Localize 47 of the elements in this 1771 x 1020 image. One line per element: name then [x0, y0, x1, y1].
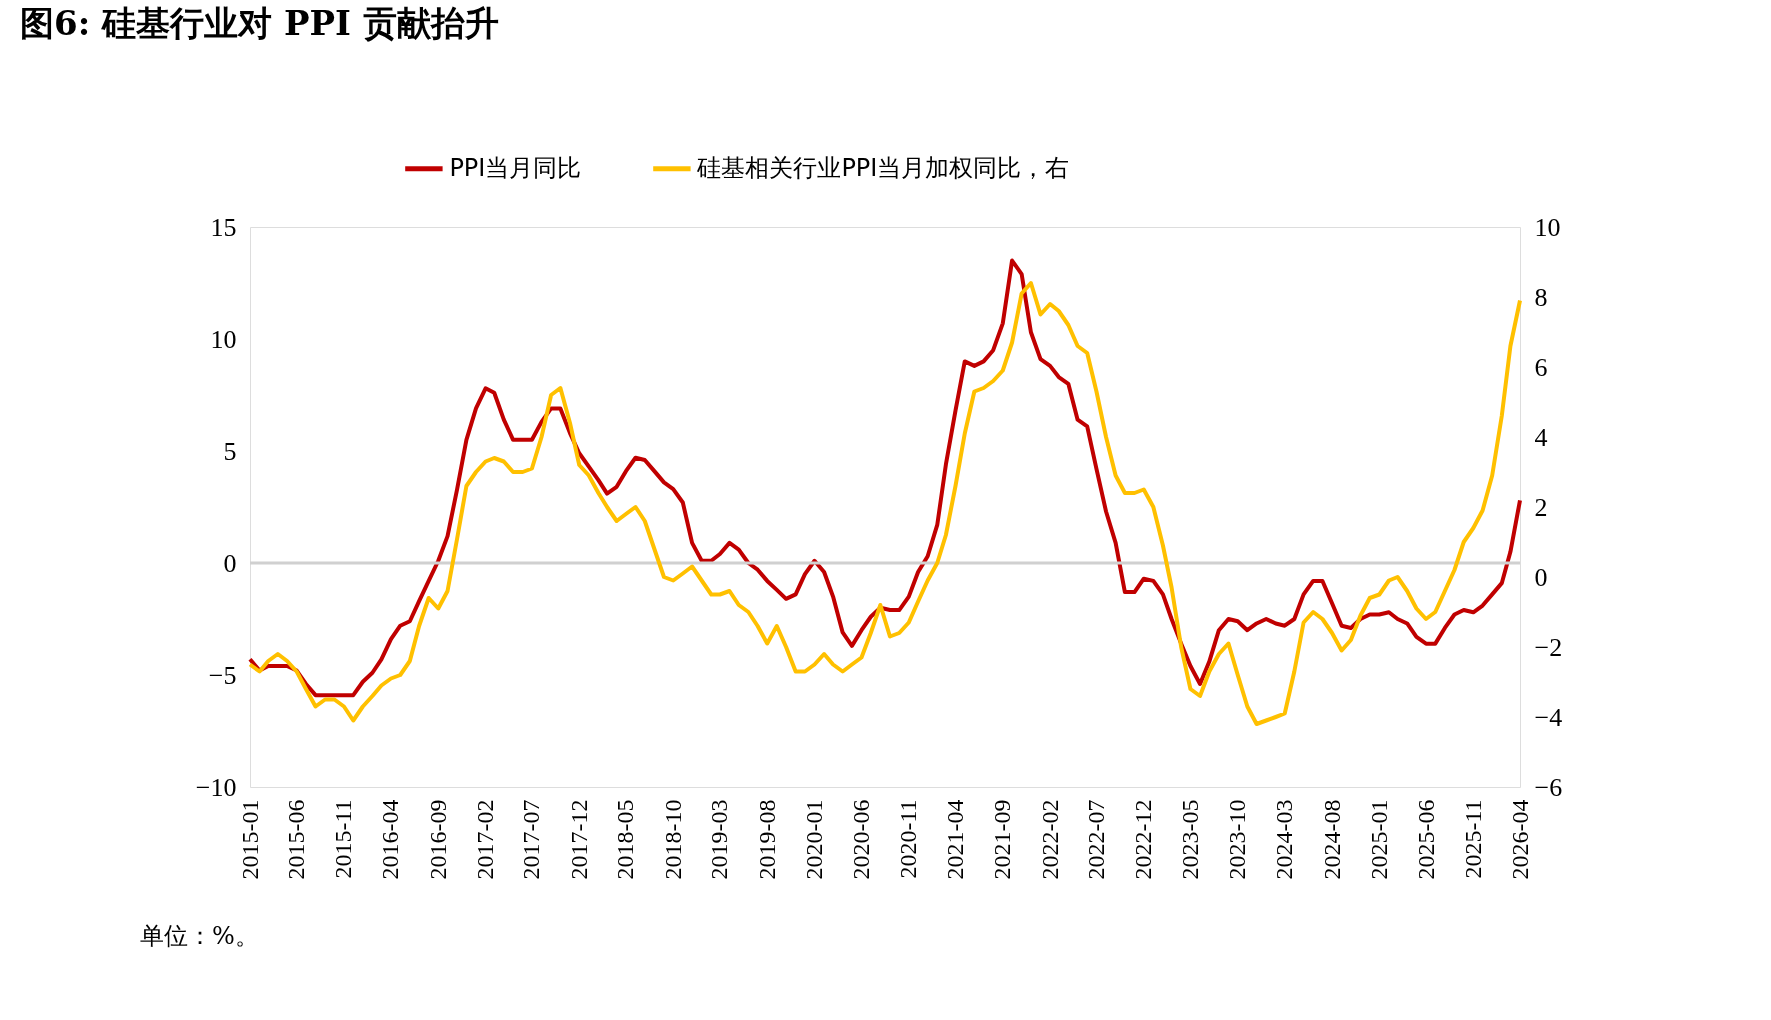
y2-tick-label: −4 — [1534, 702, 1563, 732]
y-tick-label: 15 — [210, 212, 237, 242]
x-tick-label: 2024-03 — [1271, 799, 1298, 880]
x-tick-label: 2026-04 — [1506, 799, 1533, 880]
x-tick-label: 2023-10 — [1224, 799, 1251, 880]
y2-tick-label: 8 — [1534, 282, 1548, 312]
y-tick-label: −5 — [208, 660, 237, 690]
x-tick-label: 2018-05 — [612, 799, 639, 880]
x-tick-label: 2020-01 — [801, 799, 828, 880]
x-tick-label: 2019-03 — [706, 799, 733, 880]
x-tick-label: 2018-10 — [659, 799, 686, 880]
x-tick-label: 2022-02 — [1036, 799, 1063, 880]
x-tick-label: 2025-06 — [1412, 799, 1439, 880]
x-tick-label: 2016-09 — [424, 799, 451, 880]
y2-tick-label: −2 — [1534, 632, 1563, 662]
y-tick-label: −10 — [195, 772, 237, 802]
y2-tick-label: 0 — [1534, 562, 1548, 592]
x-tick-label: 2015-06 — [283, 799, 310, 880]
x-tick-label: 2020-11 — [895, 799, 922, 879]
y2-tick-label: 6 — [1534, 352, 1548, 382]
x-tick-label: 2015-11 — [330, 799, 357, 879]
x-tick-label: 2022-07 — [1082, 799, 1109, 880]
x-tick-label: 2021-04 — [941, 799, 968, 880]
x-tick-label: 2024-08 — [1318, 799, 1345, 880]
chart-title: 图6: 硅基行业对 PPI 贡献抬升 — [20, 3, 499, 43]
x-tick-label: 2016-04 — [377, 799, 404, 880]
x-tick-label: 2025-11 — [1459, 799, 1486, 879]
text: 单位：%。 — [140, 922, 259, 950]
y-tick-label: 10 — [210, 324, 237, 354]
x-tick-label: 2025-01 — [1365, 799, 1392, 880]
x-tick-label: 2019-08 — [753, 799, 780, 880]
y2-tick-label: 4 — [1534, 422, 1548, 452]
x-tick-label: 2015-01 — [236, 799, 263, 880]
x-tick-label: 2017-02 — [472, 799, 499, 880]
x-tick-label: 2021-09 — [989, 799, 1016, 880]
x-tick-label: 2017-12 — [565, 799, 592, 880]
x-tick-label: 2017-07 — [518, 799, 545, 880]
legend-label: 硅基相关行业PPI当月加权同比，右 — [696, 153, 1070, 182]
x-tick-label: 2022-12 — [1130, 799, 1157, 880]
y2-tick-label: 2 — [1534, 492, 1548, 522]
x-tick-label: 2020-06 — [848, 799, 874, 880]
legend-label: PPI当月同比 — [449, 153, 582, 182]
x-tick-label: 2023-05 — [1176, 799, 1203, 880]
y-tick-label: 5 — [223, 436, 237, 466]
y-tick-label: 0 — [223, 548, 237, 578]
y2-tick-label: 10 — [1534, 212, 1561, 242]
y2-tick-label: −6 — [1534, 772, 1563, 802]
